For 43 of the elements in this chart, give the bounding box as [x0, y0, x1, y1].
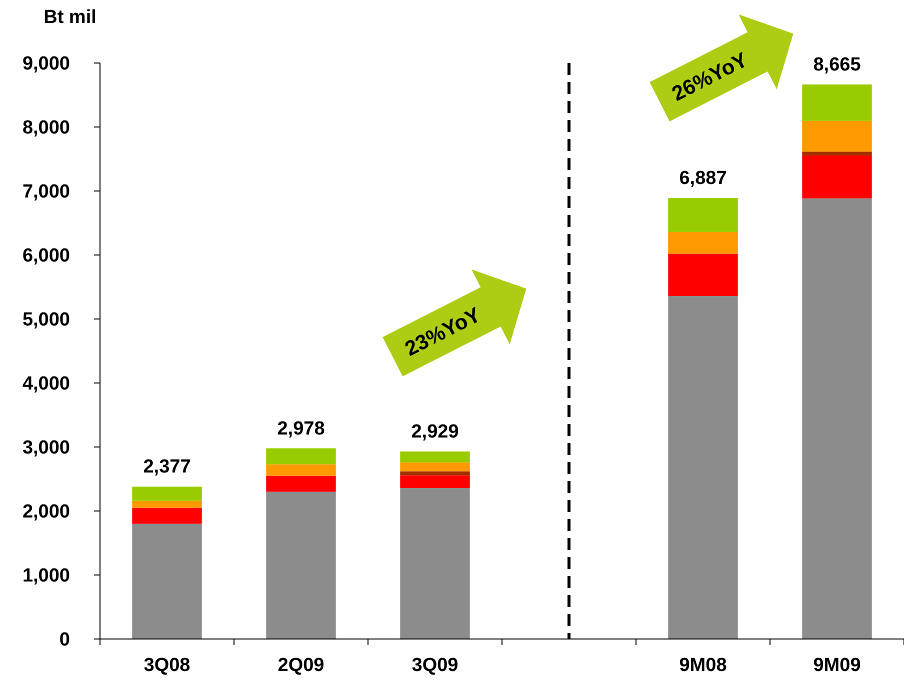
total-label: 6,887	[679, 168, 727, 190]
y-tick-label: 6,000	[22, 246, 70, 267]
bar	[132, 486, 202, 501]
bar	[400, 488, 470, 639]
y-tick-label: 3,000	[22, 438, 70, 459]
total-label: 2,929	[411, 421, 459, 442]
bar	[132, 508, 202, 524]
bar	[802, 120, 872, 152]
bar	[802, 152, 872, 156]
total-label: 8,665	[813, 54, 862, 76]
bar	[400, 471, 470, 476]
bar	[668, 232, 738, 254]
x-tick-label: 9M09	[813, 655, 861, 676]
bar	[400, 451, 470, 462]
bar	[400, 462, 470, 472]
y-tick-label: 7,000	[22, 182, 70, 203]
bar	[132, 500, 202, 508]
y-tick-label: 9,000	[22, 54, 70, 75]
y-axis-title: Bt mil	[44, 7, 96, 28]
y-tick-label: 0	[59, 630, 70, 651]
bar	[400, 475, 470, 488]
y-tick-label: 4,000	[22, 374, 70, 395]
total-label: 2,377	[143, 456, 191, 478]
bar	[266, 448, 336, 464]
x-tick-label: 2Q09	[278, 655, 324, 676]
bar	[266, 464, 336, 476]
bar	[668, 254, 738, 296]
bar	[802, 84, 872, 121]
x-tick-label: 3Q09	[412, 655, 458, 676]
y-tick-label: 8,000	[22, 118, 70, 139]
bar	[668, 296, 738, 639]
x-tick-label: 9M08	[679, 655, 727, 676]
bar	[668, 198, 738, 232]
x-tick-label: 3Q08	[144, 655, 190, 676]
bar	[132, 524, 202, 639]
bar	[802, 155, 872, 198]
bar	[266, 492, 336, 639]
y-tick-label: 2,000	[22, 502, 70, 523]
total-label: 2,978	[277, 418, 325, 440]
bar	[802, 198, 872, 639]
y-tick-label: 1,000	[22, 566, 70, 587]
y-tick-label: 5,000	[22, 310, 70, 331]
bar	[266, 476, 336, 492]
